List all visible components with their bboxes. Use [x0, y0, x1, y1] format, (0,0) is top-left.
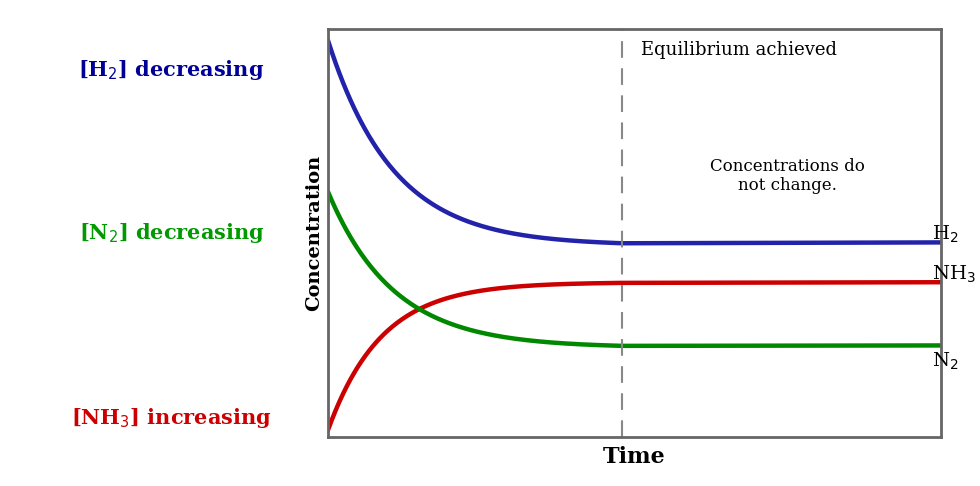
Text: [NH$_3$] increasing: [NH$_3$] increasing — [72, 406, 271, 430]
X-axis label: Time: Time — [603, 446, 666, 468]
Text: Equilibrium achieved: Equilibrium achieved — [641, 41, 837, 59]
Text: H$_2$: H$_2$ — [932, 224, 958, 245]
Text: Concentrations do
not change.: Concentrations do not change. — [710, 158, 865, 194]
Text: [H$_2$] decreasing: [H$_2$] decreasing — [78, 58, 265, 83]
Text: [N$_2$] decreasing: [N$_2$] decreasing — [78, 221, 265, 245]
Text: N$_2$: N$_2$ — [932, 351, 958, 372]
Text: NH$_3$: NH$_3$ — [932, 263, 975, 285]
Y-axis label: Concentration: Concentration — [305, 155, 322, 312]
